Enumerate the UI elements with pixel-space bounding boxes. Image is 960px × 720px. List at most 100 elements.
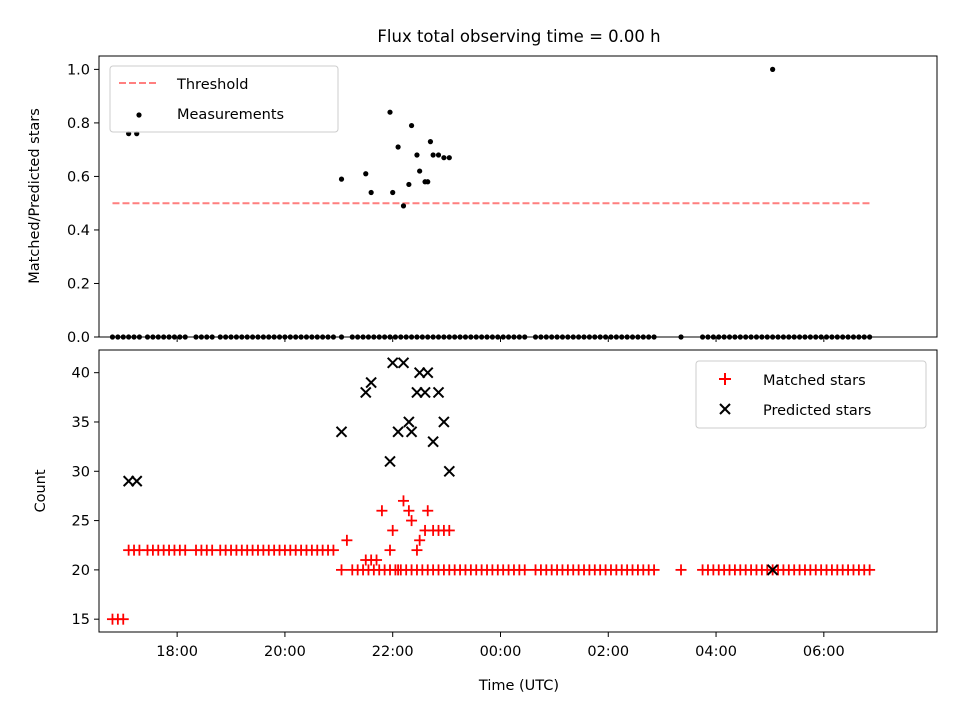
predicted-legend-label: Predicted stars	[763, 403, 871, 419]
bottom-panel-frame	[98, 349, 938, 633]
predicted-star-marker	[365, 376, 377, 389]
predicted-stars-points	[122, 357, 779, 576]
matched-star-marker	[864, 564, 876, 576]
top-legend: Threshold Measurements	[109, 65, 339, 133]
bottom-xtick-label: 06:00	[803, 644, 845, 660]
top-ytick-label: 0.8	[67, 116, 90, 132]
predicted-star-marker	[131, 475, 143, 487]
matched-star-marker	[392, 564, 404, 576]
matched-star-marker	[397, 495, 409, 507]
predicted-star-marker	[438, 416, 450, 428]
bottom-ylabel: Count	[33, 469, 49, 512]
matched-star-marker	[414, 534, 426, 546]
matched-legend-swatch	[719, 373, 731, 385]
bottom-xtick-label: 20:00	[264, 644, 306, 660]
predicted-star-marker	[411, 386, 423, 399]
measurement-point	[770, 66, 776, 72]
measurement-point	[406, 181, 412, 188]
matched-star-marker	[648, 564, 660, 576]
bottom-ytick-label: 35	[72, 415, 90, 431]
predicted-star-marker	[443, 465, 455, 477]
ratio-panel: Flux total observing time = 0.00 h 0.00.…	[27, 27, 938, 346]
top-panel-title: Flux total observing time = 0.00 h	[377, 27, 660, 46]
measurement-point	[414, 152, 420, 158]
bottom-ytick-label: 40	[72, 366, 90, 382]
predicted-star-marker	[422, 366, 434, 379]
measurement-point	[425, 179, 431, 185]
bottom-legend-box	[695, 360, 927, 429]
predicted-star-marker	[427, 435, 439, 448]
measurement-point	[417, 168, 423, 174]
matched-star-marker	[675, 564, 687, 576]
predicted-star-marker	[413, 366, 426, 379]
predicted-star-marker	[432, 386, 445, 399]
top-ytick-label: 0.4	[67, 223, 90, 239]
top-ytick-label: 0.6	[67, 169, 90, 185]
count-panel: 15 20 25 30 35 40 18:00 20:00 22:00 00:00 02:00 04…	[33, 349, 938, 694]
bottom-xtick-label: 00:00	[480, 644, 522, 660]
measurement-point	[430, 152, 436, 158]
top-y-axis: 0.0 0.2 0.4 0.6 0.8 1.0	[67, 62, 99, 346]
bottom-ytick-label: 30	[72, 464, 90, 480]
bottom-xtick-label: 22:00	[372, 644, 414, 660]
predicted-star-marker	[766, 564, 779, 576]
measurement-point	[363, 171, 369, 177]
top-x-ticks	[176, 337, 825, 342]
predicted-star-marker	[386, 357, 399, 369]
predicted-star-marker	[392, 426, 404, 438]
top-ytick-label: 0.2	[67, 276, 90, 292]
predicted-star-marker	[122, 475, 135, 487]
measurement-point	[400, 203, 407, 209]
bottom-ytick-label: 25	[72, 514, 90, 530]
predicted-star-marker	[335, 426, 348, 438]
bottom-xlabel: Time (UTC)	[478, 678, 559, 694]
measurement-point	[435, 152, 442, 158]
measurement-point	[368, 189, 374, 196]
top-ytick-label: 0.0	[67, 330, 90, 346]
measurement-point	[395, 144, 401, 150]
predicted-star-marker	[360, 386, 372, 399]
bottom-legend: Matched stars Predicted stars	[695, 360, 927, 429]
top-legend-box	[109, 65, 339, 133]
matched-star-marker	[443, 524, 455, 536]
matched-star-marker	[341, 534, 353, 546]
matched-star-marker	[179, 544, 191, 556]
bottom-y-axis: 15 20 25 30 35 40	[72, 366, 99, 628]
measurement-point	[441, 155, 447, 161]
predicted-star-marker	[405, 426, 418, 438]
predicted-legend-swatch	[719, 403, 731, 415]
matched-star-marker	[519, 564, 531, 576]
measurement-point	[338, 176, 345, 182]
top-ytick-label: 1.0	[67, 62, 90, 78]
measurement-point	[408, 122, 415, 129]
matched-star-marker	[376, 505, 388, 517]
matched-stars-points	[106, 495, 876, 625]
matched-star-marker	[403, 505, 415, 517]
matched-star-marker	[117, 613, 129, 625]
predicted-star-marker	[384, 455, 396, 468]
measurement-point	[390, 189, 396, 196]
top-ylabel: Matched/Predicted stars	[27, 108, 43, 284]
bottom-x-axis: 18:00 20:00 22:00 00:00 02:00 04:00 06:00	[156, 632, 845, 660]
measurements-legend-label: Measurements	[177, 107, 284, 123]
predicted-star-marker	[397, 357, 410, 369]
matched-star-marker	[384, 544, 396, 556]
matched-star-marker	[406, 515, 418, 527]
matched-star-marker	[422, 505, 434, 517]
bottom-ytick-label: 20	[72, 563, 90, 579]
bottom-xtick-label: 18:00	[156, 644, 198, 660]
predicted-star-marker	[403, 416, 415, 428]
matched-star-marker	[371, 554, 383, 566]
matched-star-marker	[336, 564, 348, 576]
matched-legend-label: Matched stars	[763, 373, 866, 389]
measurements-legend-swatch	[136, 112, 142, 118]
measurement-point	[387, 109, 393, 115]
measurement-point	[446, 155, 452, 161]
bottom-ytick-label: 15	[72, 612, 90, 628]
matched-star-marker	[327, 544, 339, 556]
matched-star-marker	[411, 544, 423, 556]
threshold-legend-label: Threshold	[176, 77, 248, 93]
measurement-point	[427, 139, 434, 145]
top-panel-frame	[98, 55, 938, 338]
